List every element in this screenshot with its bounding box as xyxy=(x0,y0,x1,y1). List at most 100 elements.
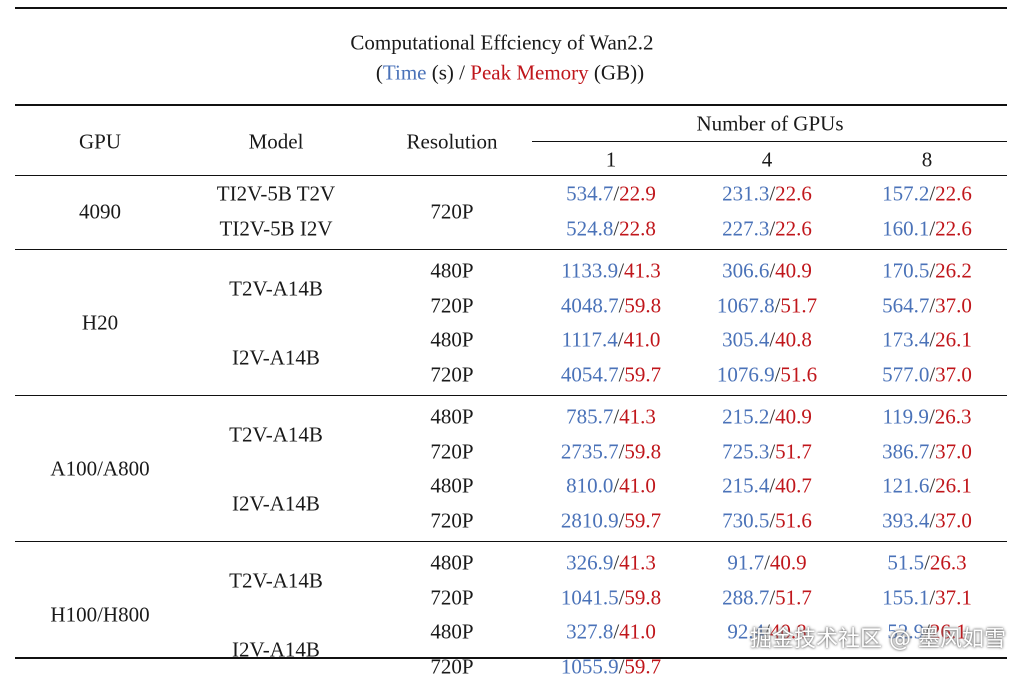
memory-value: 40.9 xyxy=(775,404,812,429)
value-cell: 119.9/26.3 xyxy=(882,405,971,430)
value-separator: / xyxy=(774,293,781,318)
time-value: 1076.9 xyxy=(716,362,775,387)
subtitle-time-unit: (s) / xyxy=(426,60,471,85)
time-value: 231.3 xyxy=(722,181,770,206)
memory-value: 41.0 xyxy=(623,327,661,352)
header-gpu-count-1: 1 xyxy=(605,147,617,172)
time-value: 326.9 xyxy=(566,550,614,575)
table-top-rule xyxy=(15,7,1007,9)
resolution-cell: 720P xyxy=(430,362,474,387)
time-value: 2810.9 xyxy=(560,508,619,533)
group-separator-rule xyxy=(15,541,1007,542)
value-cell: 52.9/26.1 xyxy=(887,620,966,645)
memory-value: 41.0 xyxy=(619,619,656,644)
memory-value: 22.6 xyxy=(775,181,812,206)
memory-value: 41.3 xyxy=(619,550,656,575)
value-cell: 577.0/37.0 xyxy=(882,362,972,387)
value-separator: / xyxy=(613,473,620,498)
memory-value: 51.7 xyxy=(780,293,818,318)
value-separator: / xyxy=(613,619,620,644)
resolution-cell: 480P xyxy=(430,404,474,429)
subtitle-memory-unit: (GB)) xyxy=(588,60,645,85)
time-value: 534.7 xyxy=(566,181,614,206)
memory-value: 26.2 xyxy=(935,258,972,283)
subtitle-time-label: Time xyxy=(382,60,427,85)
resolution-cell: 480P xyxy=(430,550,474,575)
memory-value: 40.9 xyxy=(769,550,807,575)
time-value: 215.2 xyxy=(722,404,770,429)
time-value: 119.9 xyxy=(882,404,929,429)
time-value: 810.0 xyxy=(566,473,614,498)
memory-value: 26.1 xyxy=(935,473,972,498)
time-value: 52.9 xyxy=(887,619,925,644)
model-name: T2V-A14B xyxy=(229,568,323,592)
value-cell: 1133.9/41.3 xyxy=(561,259,661,284)
time-value: 1133.9 xyxy=(561,258,619,283)
time-value: 1067.8 xyxy=(716,293,775,318)
time-value: 306.6 xyxy=(722,258,770,283)
resolution-cell: 480P xyxy=(430,473,474,498)
value-cell: 327.8/41.0 xyxy=(566,620,656,645)
resolution-cell: 480P xyxy=(430,258,474,283)
value-separator: / xyxy=(769,473,776,498)
value-separator: / xyxy=(929,216,936,241)
time-value: 4048.7 xyxy=(560,293,619,318)
resolution-cell: 720P xyxy=(430,585,474,610)
time-value: 1041.5 xyxy=(560,585,619,610)
value-cell: 1041.5/59.8 xyxy=(561,585,661,610)
header-model: Model xyxy=(248,129,304,154)
value-separator: / xyxy=(618,362,625,387)
time-value: 288.7 xyxy=(722,585,770,610)
value-separator: / xyxy=(618,439,625,464)
value-cell: 91.7/40.9 xyxy=(727,551,806,576)
value-cell: 160.1/22.6 xyxy=(882,216,972,241)
value-separator: / xyxy=(769,258,776,283)
memory-value: 26.1 xyxy=(929,619,967,644)
value-cell: 51.5/26.3 xyxy=(887,551,966,576)
value-cell: 1117.4/41.0 xyxy=(562,328,661,353)
value-cell: 564.7/37.0 xyxy=(882,293,972,318)
value-cell: 785.7/41.3 xyxy=(566,405,656,430)
time-value: 121.6 xyxy=(882,473,930,498)
value-cell: 155.1/37.1 xyxy=(882,585,972,610)
resolution-cell: 720P xyxy=(430,199,474,223)
resolution-cell: 720P xyxy=(430,439,474,464)
resolution-cell: 720P xyxy=(430,508,474,533)
value-separator: / xyxy=(617,327,624,352)
time-value: 173.4 xyxy=(882,327,930,352)
value-separator: / xyxy=(769,404,776,429)
gpu-name: A100/A800 xyxy=(50,456,150,481)
value-cell: 121.6/26.1 xyxy=(882,474,972,499)
memory-value: 37.1 xyxy=(935,585,972,610)
memory-value: 40.9 xyxy=(775,258,812,283)
subtitle-open: ( xyxy=(375,60,383,85)
value-cell: 1067.8/51.7 xyxy=(717,293,817,318)
value-separator: / xyxy=(618,508,625,533)
time-value: 725.3 xyxy=(722,439,770,464)
model-name: TI2V-5B I2V xyxy=(219,216,333,241)
value-separator: / xyxy=(613,550,620,575)
time-value: 730.5 xyxy=(722,508,770,533)
memory-value: 37.0 xyxy=(935,508,972,533)
value-separator: / xyxy=(774,362,781,387)
value-separator: / xyxy=(769,508,776,533)
memory-value: 51.6 xyxy=(780,362,818,387)
value-cell: 534.7/22.9 xyxy=(566,182,656,207)
time-value: 157.2 xyxy=(882,181,930,206)
model-name: TI2V-5B T2V xyxy=(216,181,336,206)
model-name: T2V-A14B xyxy=(229,276,323,300)
table-bottom-rule xyxy=(15,657,1007,659)
value-separator: / xyxy=(929,293,936,318)
model-name: I2V-A14B xyxy=(232,345,320,369)
memory-value: 41.3 xyxy=(624,258,661,283)
value-cell: 306.6/40.9 xyxy=(722,259,812,284)
value-cell: 386.7/37.0 xyxy=(882,439,972,464)
value-cell: 215.4/40.7 xyxy=(722,474,812,499)
value-separator: / xyxy=(929,585,936,610)
value-cell: 2735.7/59.8 xyxy=(561,439,661,464)
time-value: 51.5 xyxy=(887,550,925,575)
value-cell: 92.4/40.8 xyxy=(727,620,806,645)
time-value: 4054.7 xyxy=(560,362,619,387)
memory-value: 59.8 xyxy=(624,439,662,464)
value-separator: / xyxy=(618,293,625,318)
